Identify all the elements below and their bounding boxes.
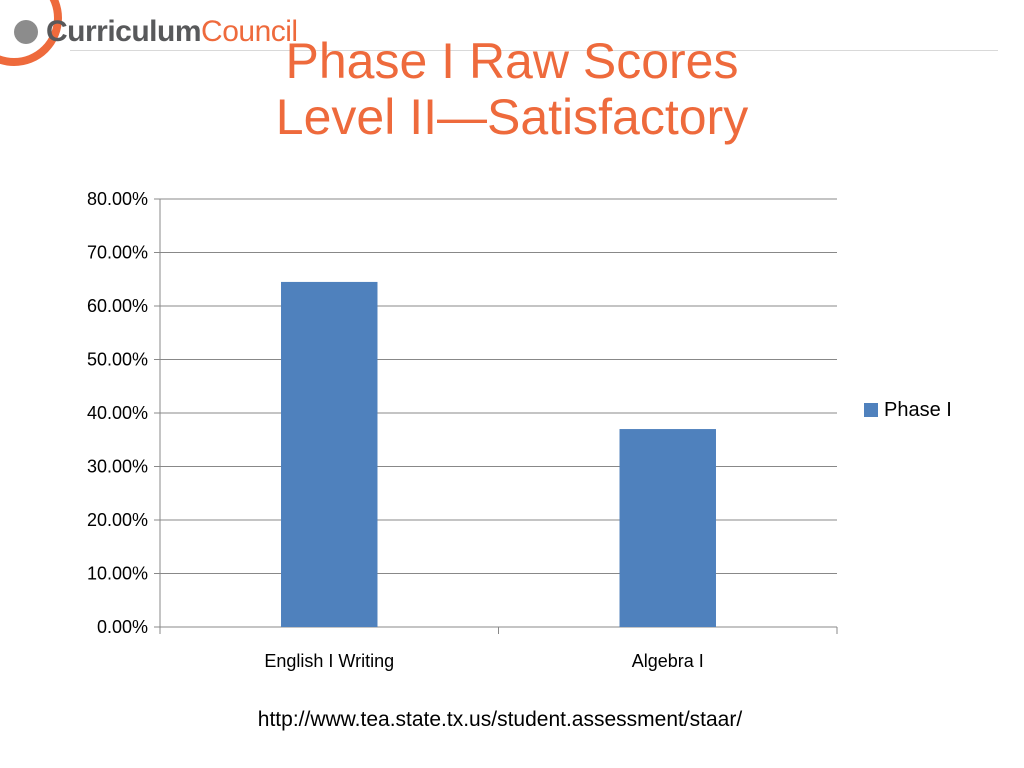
logo-text-council: Council	[201, 15, 298, 48]
y-tick-label: 60.00%	[87, 296, 148, 316]
y-tick-label: 0.00%	[97, 617, 148, 637]
x-tick-label: Algebra I	[632, 651, 704, 671]
legend-swatch	[864, 403, 878, 417]
y-tick-label: 40.00%	[87, 403, 148, 423]
slide-title-line2: Level II—Satisfactory	[275, 89, 749, 145]
y-tick-label: 20.00%	[87, 510, 148, 530]
x-tick-label: English I Writing	[264, 651, 394, 671]
logo-arc-icon	[0, 0, 62, 66]
legend-label: Phase I	[884, 398, 952, 421]
bar	[619, 429, 716, 627]
logo-wordmark: CurriculumCouncil	[46, 14, 298, 50]
chart-legend: Phase I	[864, 398, 952, 422]
curriculum-council-logo: CurriculumCouncil	[0, 0, 298, 80]
y-tick-label: 80.00%	[87, 189, 148, 209]
logo-dot-icon	[14, 20, 38, 44]
slide-title-line1: Phase I Raw Scores	[285, 33, 739, 89]
source-url: http://www.tea.state.tx.us/student.asses…	[257, 708, 743, 731]
header-divider	[70, 50, 998, 51]
slide-title: Phase I Raw Scores Level II—Satisfactory	[0, 33, 1024, 145]
y-tick-label: 70.00%	[87, 243, 148, 263]
y-tick-label: 10.00%	[87, 564, 148, 584]
y-tick-label: 30.00%	[87, 457, 148, 477]
logo-text-curriculum: Curriculum	[46, 15, 202, 48]
bar	[281, 281, 378, 627]
y-tick-label: 50.00%	[87, 350, 148, 370]
